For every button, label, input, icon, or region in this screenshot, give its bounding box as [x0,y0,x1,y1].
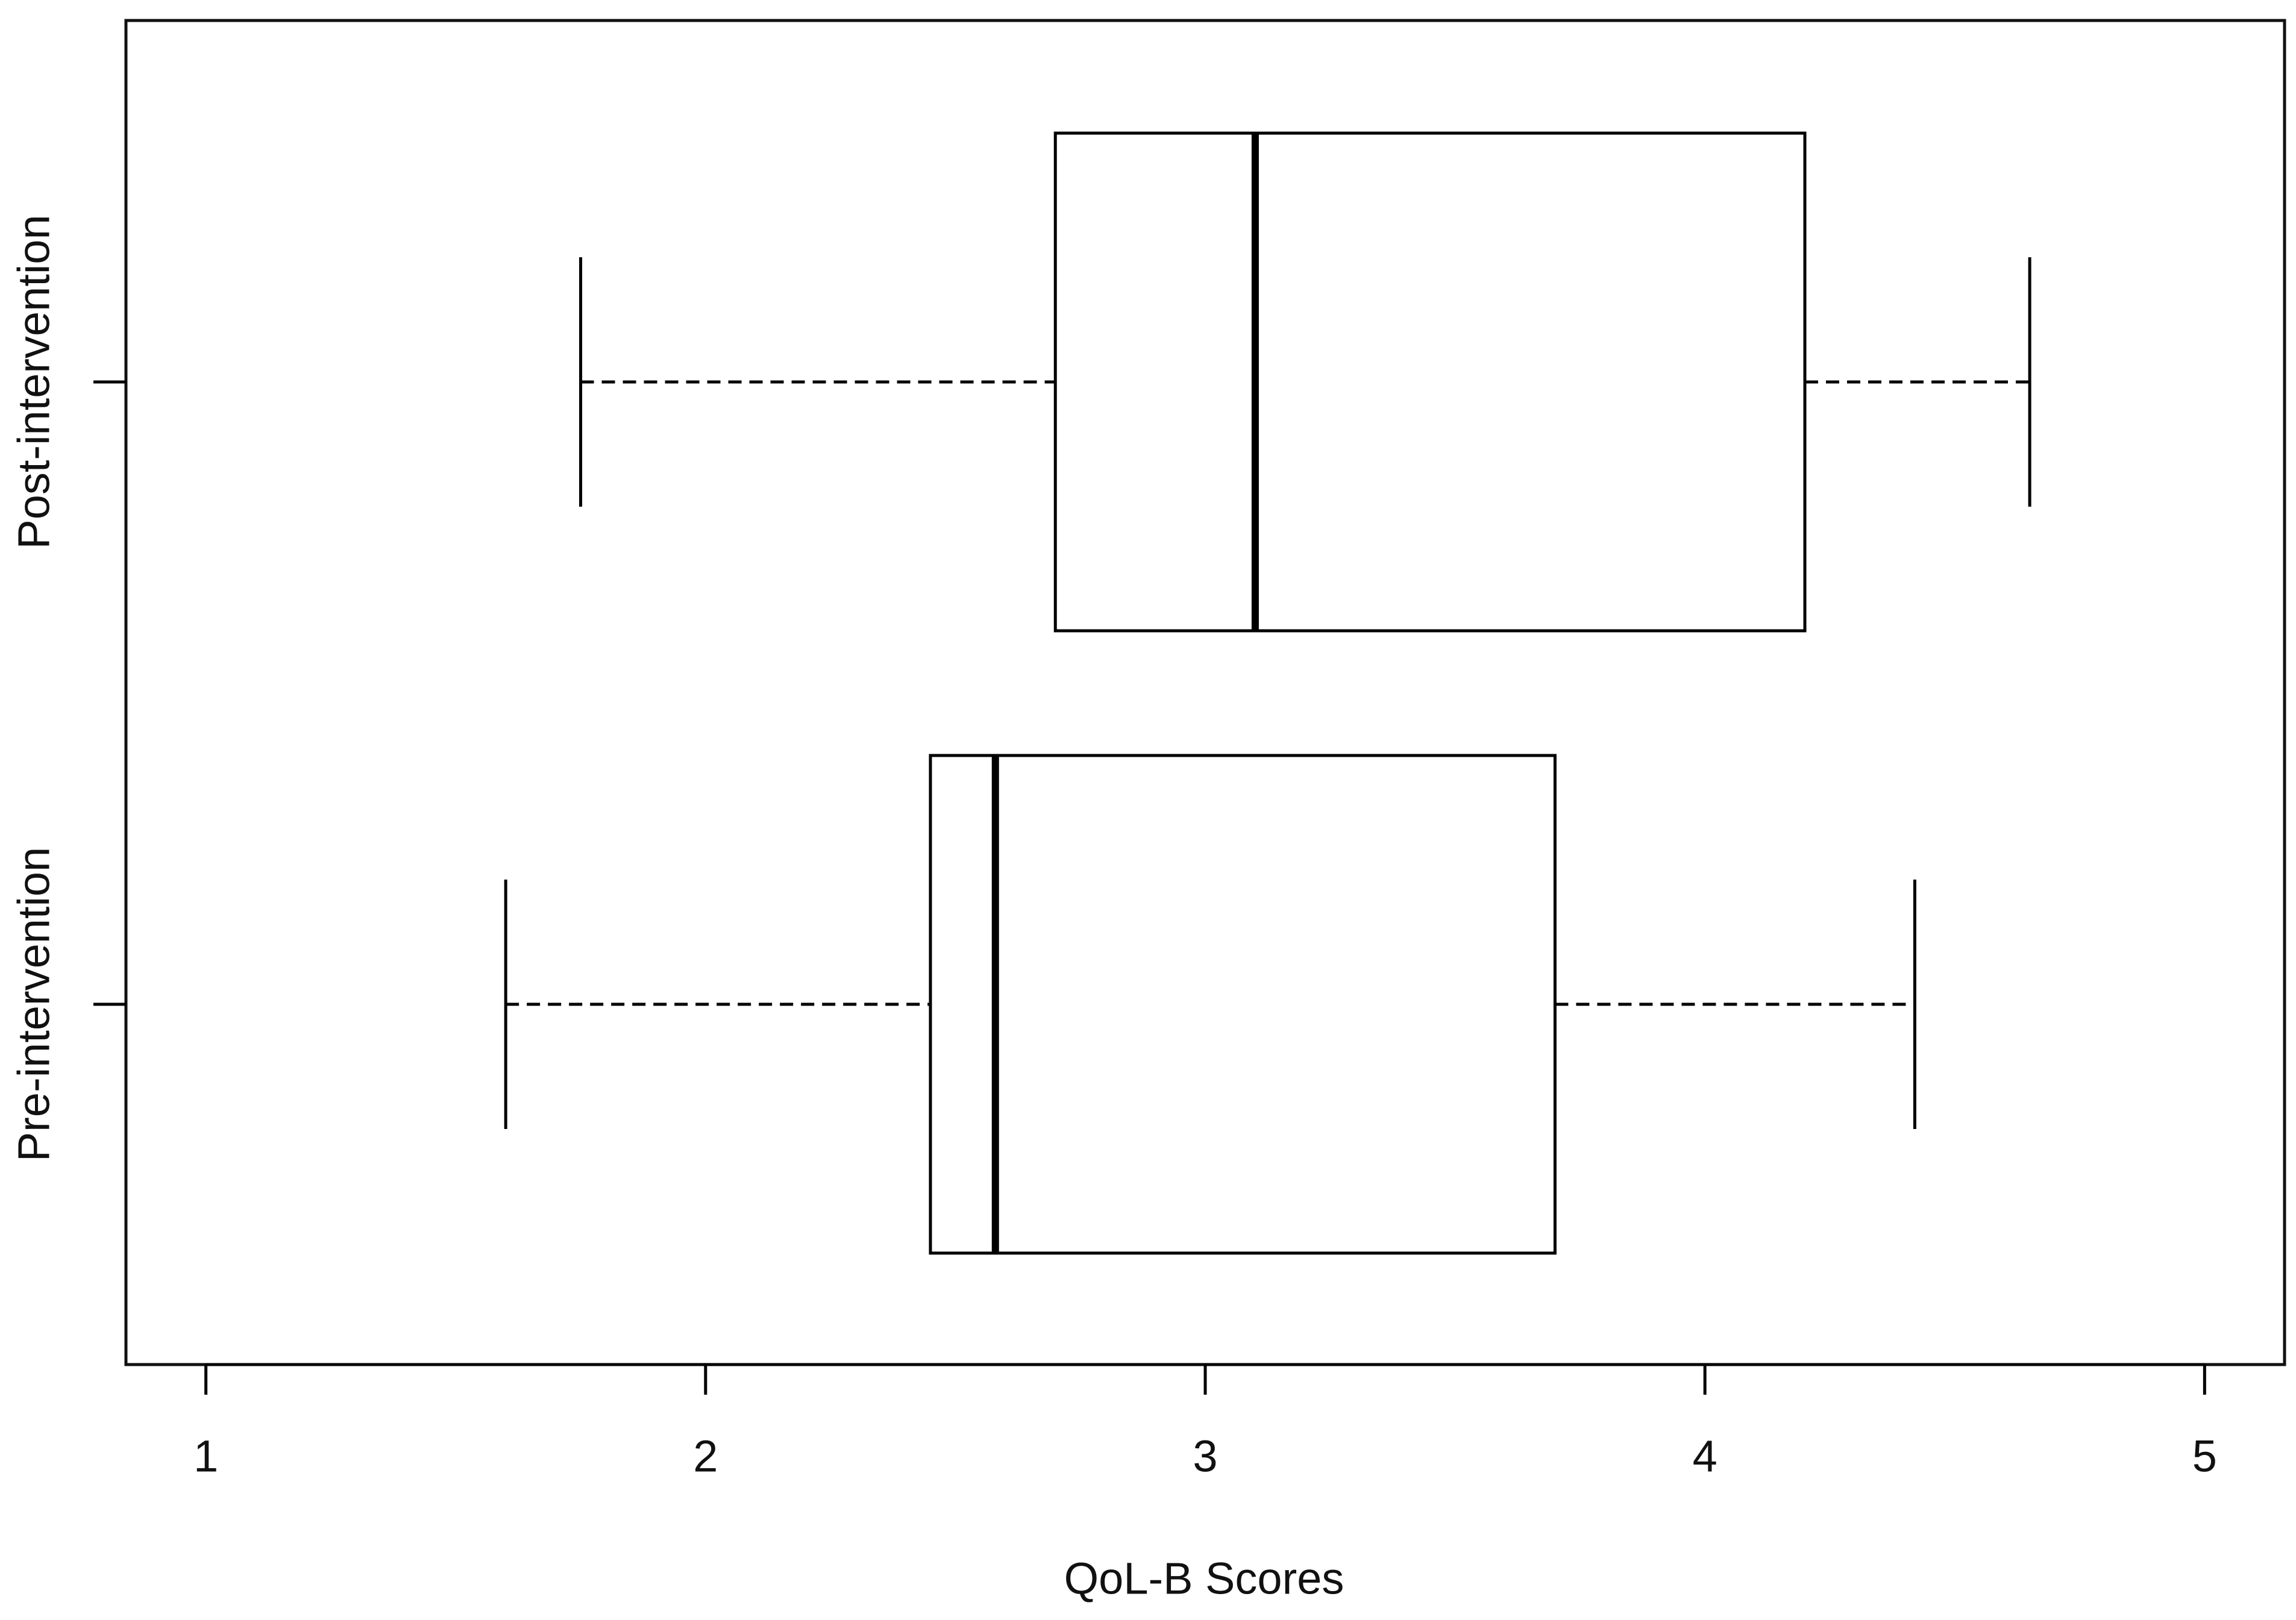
x-tick-label: 3 [1193,1431,1217,1481]
x-tick-label: 2 [693,1431,718,1481]
box [929,754,1557,1255]
x-tick-label: 1 [193,1431,218,1481]
y-tick-label: Pre-intervention [9,847,59,1162]
x-axis-label: QoL-B Scores [1064,1554,1344,1604]
box [1053,131,1807,633]
x-tick-label: 4 [1693,1431,1717,1481]
x-tick-label: 5 [2192,1431,2217,1481]
y-tick-label: Post-intervention [9,214,59,549]
